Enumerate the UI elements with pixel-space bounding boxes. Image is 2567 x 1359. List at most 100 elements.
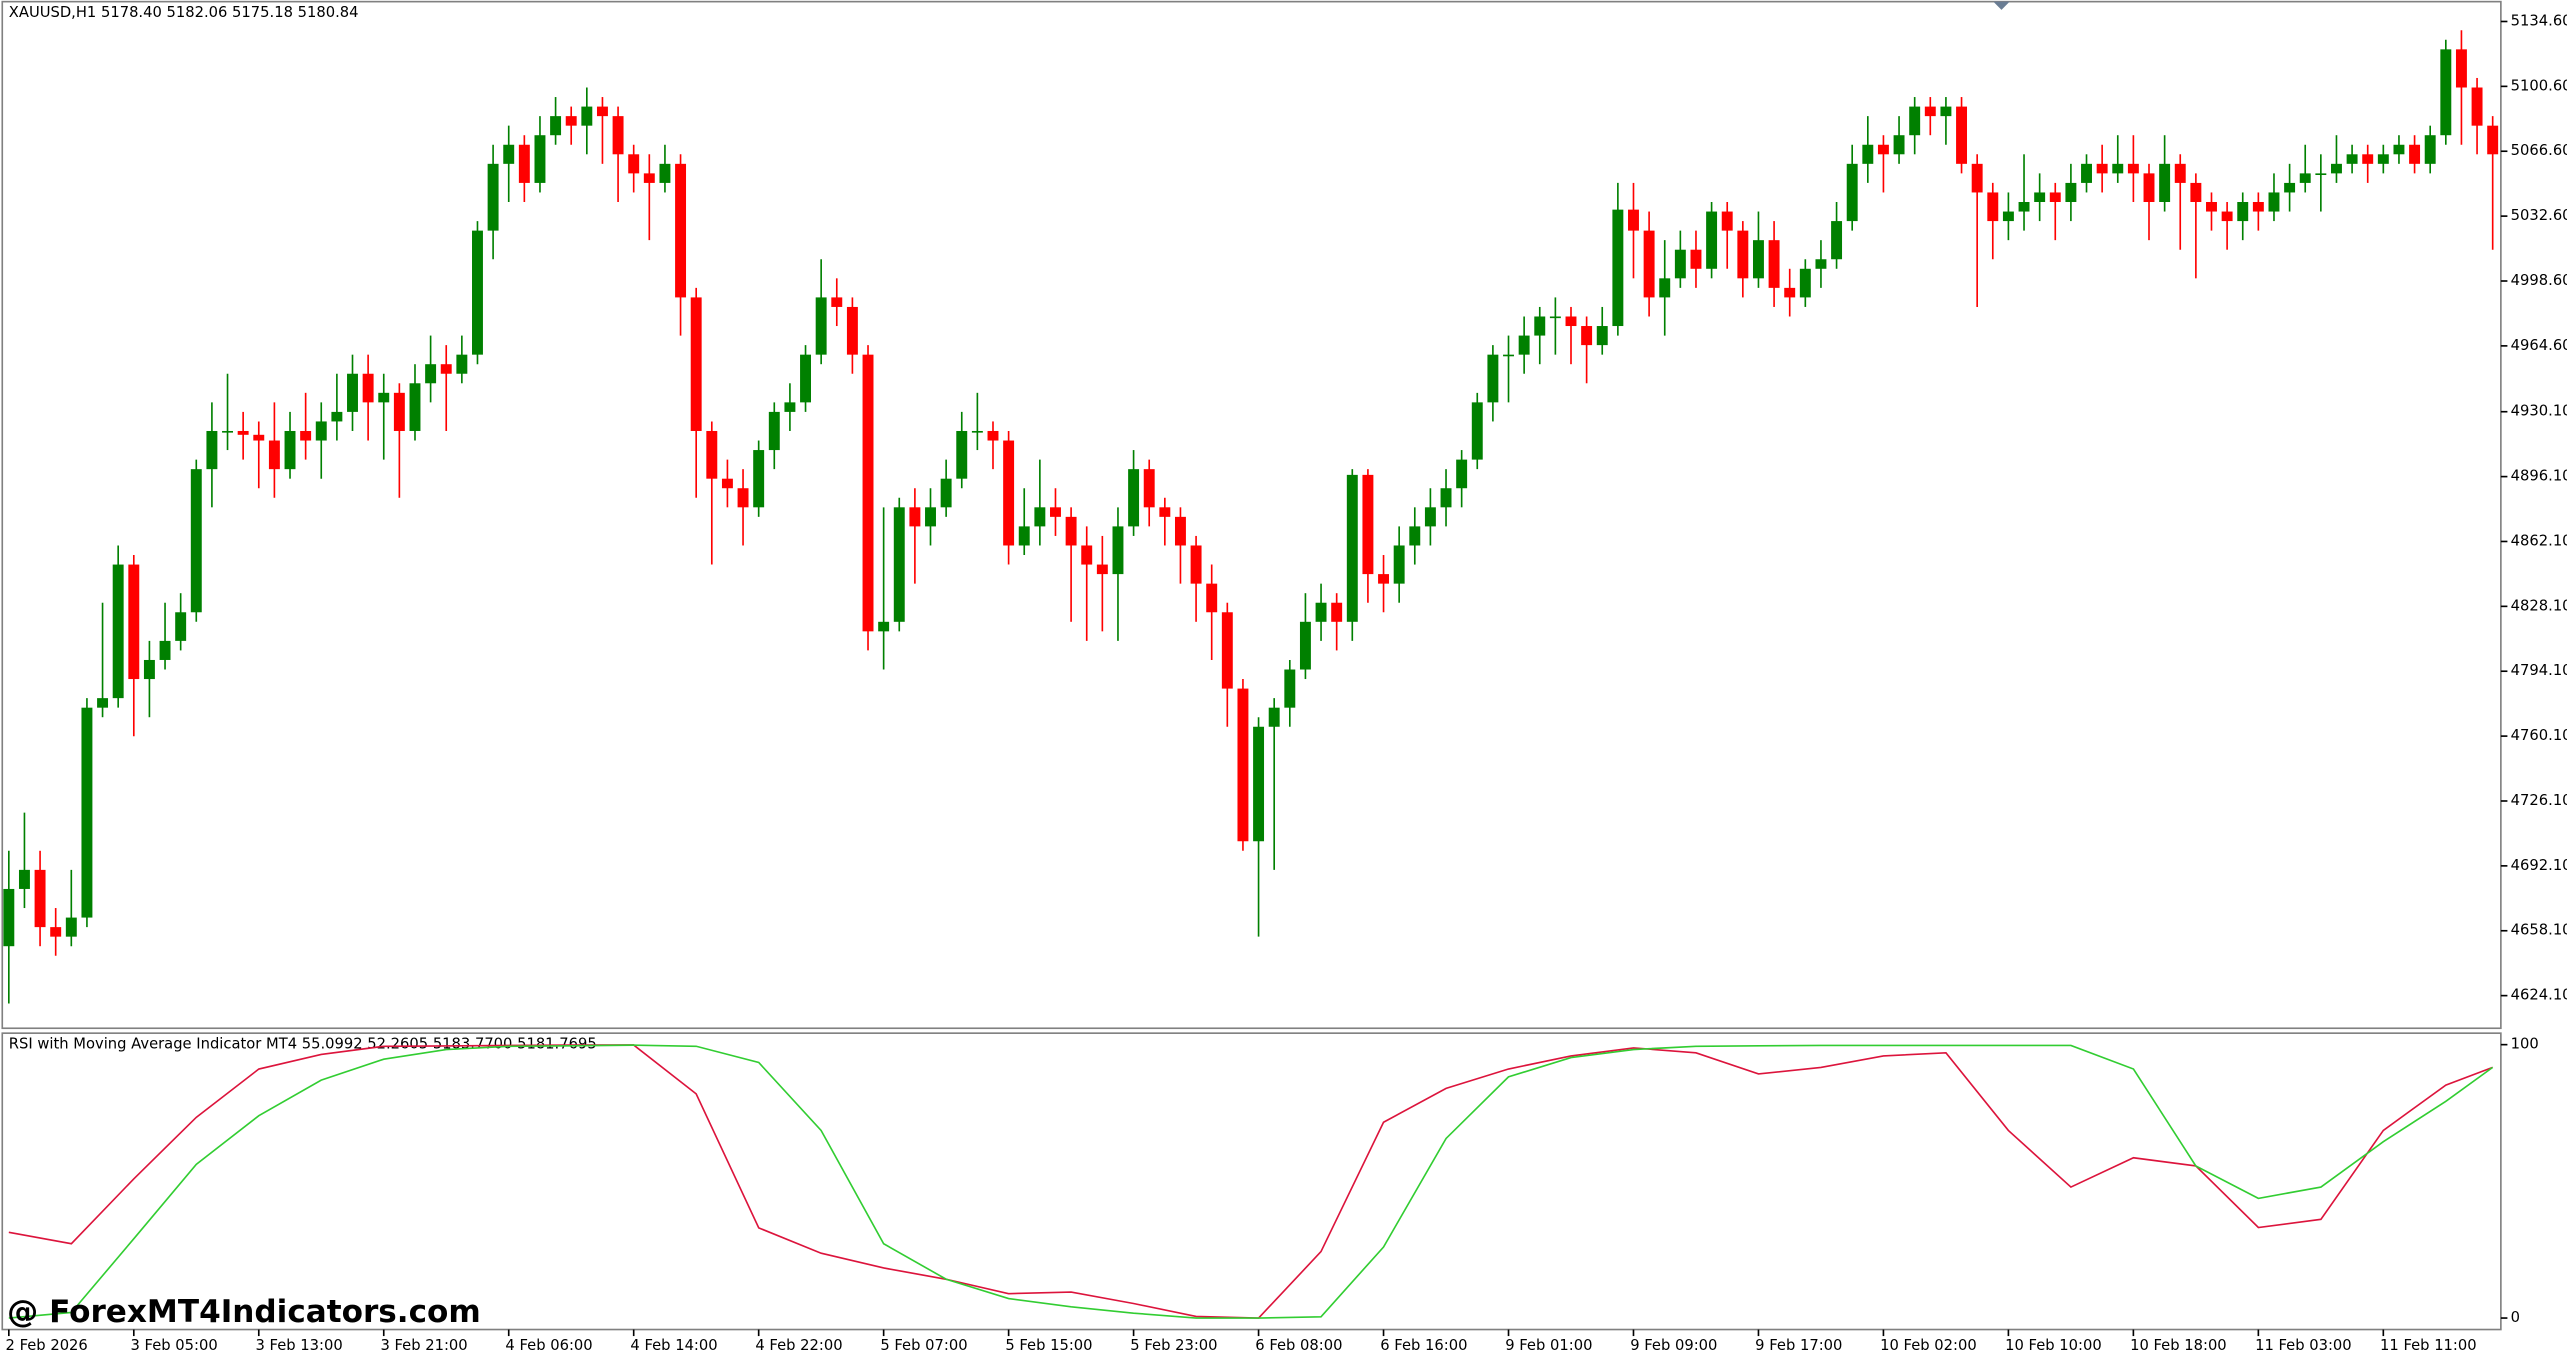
x-tick-label: 5 Feb 23:00	[1130, 1337, 1217, 1354]
candle-body	[300, 430, 312, 441]
candle-body	[534, 135, 546, 183]
candle-body	[2315, 173, 2327, 176]
candle-body	[1971, 163, 1983, 193]
candle-body	[862, 354, 874, 632]
candle-body	[2190, 182, 2202, 202]
y-tick-label: 5100.60	[2511, 77, 2567, 94]
candle-body	[2268, 192, 2280, 212]
candle-body	[1799, 268, 1811, 298]
candle-body	[1909, 106, 1921, 136]
candle-body	[565, 116, 577, 126]
candle-body	[550, 116, 562, 136]
candle-body	[409, 383, 421, 431]
candle-body	[2221, 211, 2233, 222]
candle-body	[268, 440, 280, 470]
candle-body	[1956, 106, 1968, 164]
candle-body	[1659, 278, 1671, 298]
candle-body	[1268, 707, 1280, 727]
candle-body	[2127, 163, 2139, 174]
candle-body	[2252, 201, 2264, 212]
candle-body	[253, 434, 265, 441]
candle-body	[1034, 507, 1046, 527]
candle-body	[440, 364, 452, 374]
candle-body	[284, 430, 296, 470]
candle-body	[1050, 507, 1061, 517]
x-tick-label: 9 Feb 17:00	[1755, 1337, 1842, 1354]
candle-body	[487, 163, 499, 231]
candle-body	[1612, 209, 1624, 327]
candle-body	[1596, 326, 1608, 346]
candle-body	[2237, 201, 2249, 222]
candle-body	[1221, 612, 1233, 689]
candle-body	[456, 354, 468, 374]
candle-body	[2143, 173, 2155, 202]
candle-body	[1378, 574, 1390, 584]
candle-body	[315, 421, 327, 441]
candle-body	[1096, 564, 1108, 575]
candle-body	[1924, 106, 1936, 117]
candle-body	[1065, 516, 1077, 546]
y-tick-label: 4862.10	[2511, 532, 2567, 549]
candle-body	[1581, 326, 1593, 346]
x-tick-label: 3 Feb 21:00	[380, 1337, 467, 1354]
candle-body	[1503, 354, 1514, 357]
indicator-title: RSI with Moving Average Indicator MT4 55…	[9, 1036, 597, 1053]
candle-body	[612, 116, 624, 155]
candle-body	[1721, 211, 1733, 231]
candle-body	[2362, 154, 2374, 164]
candle-body	[1706, 211, 1718, 269]
candle-body	[1862, 144, 1874, 164]
candle-body	[1690, 249, 1702, 269]
candle-body	[893, 507, 905, 622]
x-tick-label: 3 Feb 13:00	[255, 1337, 342, 1354]
candle-body	[878, 621, 890, 632]
y-tick-label: 4930.10	[2511, 403, 2567, 420]
x-tick-label: 10 Feb 10:00	[2005, 1337, 2102, 1354]
candle-body	[1565, 316, 1577, 327]
y-tick-label: 100	[2511, 1036, 2539, 1053]
candle-body	[987, 430, 999, 441]
candle-body	[65, 917, 77, 937]
candle-body	[1331, 602, 1343, 622]
candle-body	[1284, 669, 1296, 708]
y-tick-label: 4624.10	[2511, 987, 2567, 1004]
y-tick-label: 0	[2511, 1309, 2520, 1326]
candle-body	[128, 564, 140, 680]
candle-body	[175, 612, 187, 641]
candle-body	[159, 640, 171, 660]
x-tick-label: 4 Feb 22:00	[755, 1337, 842, 1354]
y-tick-label: 4658.10	[2511, 922, 2567, 939]
candle-body	[1424, 507, 1436, 527]
candle-body	[2299, 173, 2311, 183]
candle-body	[2455, 49, 2467, 88]
candle-body	[1174, 516, 1186, 546]
candle-body	[1346, 474, 1358, 622]
y-tick-label: 5032.60	[2511, 207, 2567, 224]
candle-body	[50, 927, 62, 937]
candle-body	[1112, 526, 1124, 575]
indicator-pane	[1, 1032, 2502, 1331]
candle-body	[1299, 621, 1311, 670]
candle-body	[784, 402, 796, 412]
candle-body	[971, 430, 983, 433]
candle-body	[1143, 469, 1155, 508]
candle-body	[1877, 144, 1889, 155]
x-tick-label: 4 Feb 14:00	[630, 1337, 717, 1354]
candle-body	[1440, 488, 1452, 508]
x-tick-label: 4 Feb 06:00	[505, 1337, 592, 1354]
candle-body	[34, 869, 46, 928]
candle-body	[503, 144, 515, 164]
candle-body	[112, 564, 124, 699]
candle-body	[2330, 163, 2342, 174]
y-tick-label: 4828.10	[2511, 597, 2567, 614]
y-tick-label: 4692.10	[2511, 857, 2567, 874]
candle-body	[347, 373, 358, 412]
candle-body	[2112, 163, 2124, 174]
candle-body	[925, 507, 936, 527]
candle-body	[2002, 211, 2014, 222]
candle-body	[1815, 259, 1827, 269]
candle-body	[143, 659, 155, 680]
x-tick-label: 11 Feb 03:00	[2255, 1337, 2352, 1354]
candle-body	[1534, 316, 1546, 336]
